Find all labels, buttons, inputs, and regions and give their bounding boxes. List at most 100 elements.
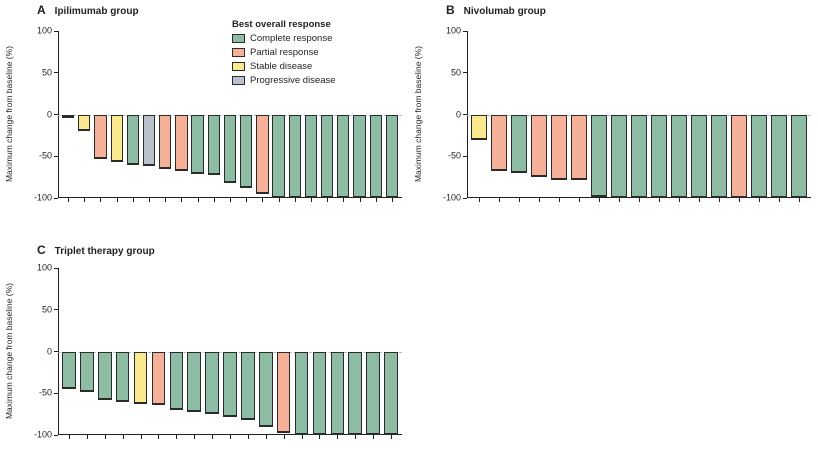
waterfall-bar	[61, 114, 75, 118]
waterfall-bar	[337, 114, 350, 198]
x-tick	[679, 198, 680, 202]
x-tick	[176, 435, 178, 439]
x-tick	[519, 198, 520, 202]
x-tick	[100, 198, 102, 202]
waterfall-bar	[115, 351, 130, 402]
y-tick-label: -100	[33, 192, 52, 203]
waterfall-bar	[205, 351, 219, 415]
legend-label: Progressive disease	[250, 75, 336, 86]
x-tick	[165, 198, 167, 202]
x-tick	[479, 198, 480, 202]
waterfall-bar	[258, 351, 273, 428]
waterfall-bar	[126, 114, 139, 165]
x-tick	[86, 435, 88, 439]
x-tick	[247, 435, 249, 439]
waterfall-bar	[691, 114, 707, 198]
waterfall-bar	[611, 114, 627, 198]
y-tick	[463, 197, 467, 199]
y-tick-label: -50	[447, 150, 461, 161]
y-axis-label: Maximum change from baseline (%)	[4, 45, 14, 183]
x-tick	[310, 198, 312, 202]
waterfall-bar	[591, 114, 607, 198]
y-tick	[54, 267, 58, 269]
waterfall-plot: 100 50 0 -50 -100	[443, 26, 811, 202]
panel-group-name: Ipilimumab group	[54, 6, 139, 17]
waterfall-bar	[771, 114, 787, 198]
y-tick	[54, 197, 58, 199]
panel-title: C Triplet therapy group	[37, 243, 155, 257]
legend: Best overall response Complete response …	[232, 19, 336, 86]
y-tick	[54, 309, 58, 311]
x-tick	[559, 198, 560, 202]
panel-title: A Ipilimumab group	[37, 3, 139, 17]
panel-triplet-therapy: C Triplet therapy group Maximum change f…	[0, 224, 409, 449]
waterfall-bar	[256, 114, 269, 194]
waterfall-bar	[223, 114, 237, 183]
waterfall-bar	[751, 114, 767, 198]
x-tick	[719, 198, 720, 202]
x-tick	[301, 435, 303, 439]
x-tick	[104, 435, 106, 439]
x-tick	[230, 435, 231, 439]
y-tick-label: -50	[38, 387, 52, 398]
x-tick	[265, 435, 267, 439]
x-tick	[375, 198, 377, 202]
waterfall-bar	[97, 351, 112, 400]
x-tick	[579, 198, 580, 202]
waterfall-bar	[169, 351, 184, 410]
legend-item-stable-disease: Stable disease	[232, 61, 336, 72]
y-tick	[54, 30, 58, 32]
waterfall-bar	[791, 114, 807, 198]
x-tick	[639, 198, 640, 202]
x-tick	[212, 435, 214, 439]
x-tick	[197, 198, 199, 202]
waterfall-bar	[320, 114, 334, 198]
waterfall-bar	[385, 114, 399, 198]
legend-item-partial-response: Partial response	[232, 47, 336, 58]
waterfall-bar	[151, 351, 166, 405]
x-tick	[343, 198, 345, 202]
x-tick	[619, 198, 620, 202]
x-tick	[122, 435, 124, 439]
waterfall-bar	[288, 114, 301, 198]
y-tick-label: 100	[36, 262, 52, 273]
waterfall-bar	[471, 114, 487, 141]
waterfall-bar	[240, 114, 253, 188]
x-tick	[391, 435, 393, 439]
waterfall-bar	[631, 114, 647, 198]
panel-letter: B	[446, 3, 455, 17]
y-tick	[54, 114, 58, 115]
legend-item-progressive-disease: Progressive disease	[232, 75, 336, 86]
partial-response-swatch-icon	[232, 48, 245, 57]
x-tick	[391, 198, 393, 202]
x-tick	[373, 435, 375, 439]
x-tick	[213, 198, 215, 202]
waterfall-bar	[272, 114, 285, 198]
x-tick	[355, 435, 357, 439]
y-tick-label: 50	[41, 304, 52, 315]
legend-label: Stable disease	[250, 61, 313, 72]
x-tick	[294, 198, 296, 202]
panel-letter: C	[37, 243, 46, 257]
x-tick	[116, 198, 118, 202]
panel-group-name: Nivolumab group	[463, 6, 546, 17]
y-tick-label: 0	[46, 109, 52, 119]
y-tick	[54, 434, 58, 436]
y-axis-label: Maximum change from baseline (%)	[413, 45, 423, 183]
panel-nivolumab: B Nivolumab group Maximum change from ba…	[409, 0, 818, 225]
waterfall-bar	[330, 351, 345, 435]
x-tick	[149, 198, 151, 202]
y-tick-label: 50	[450, 67, 461, 78]
legend-label: Partial response	[250, 47, 319, 58]
x-tick	[262, 198, 264, 202]
y-tick-label: 100	[36, 25, 52, 36]
legend-label: Complete response	[250, 33, 333, 44]
x-tick	[158, 435, 160, 439]
y-tick-label: 0	[46, 346, 52, 356]
waterfall-bar	[223, 351, 237, 417]
waterfall-plot: 100 50 0 -50 -100	[34, 263, 402, 439]
x-tick	[84, 198, 86, 202]
waterfall-bar	[133, 351, 148, 405]
waterfall-bar	[187, 351, 201, 412]
panel-group-name: Triplet therapy group	[54, 246, 155, 257]
